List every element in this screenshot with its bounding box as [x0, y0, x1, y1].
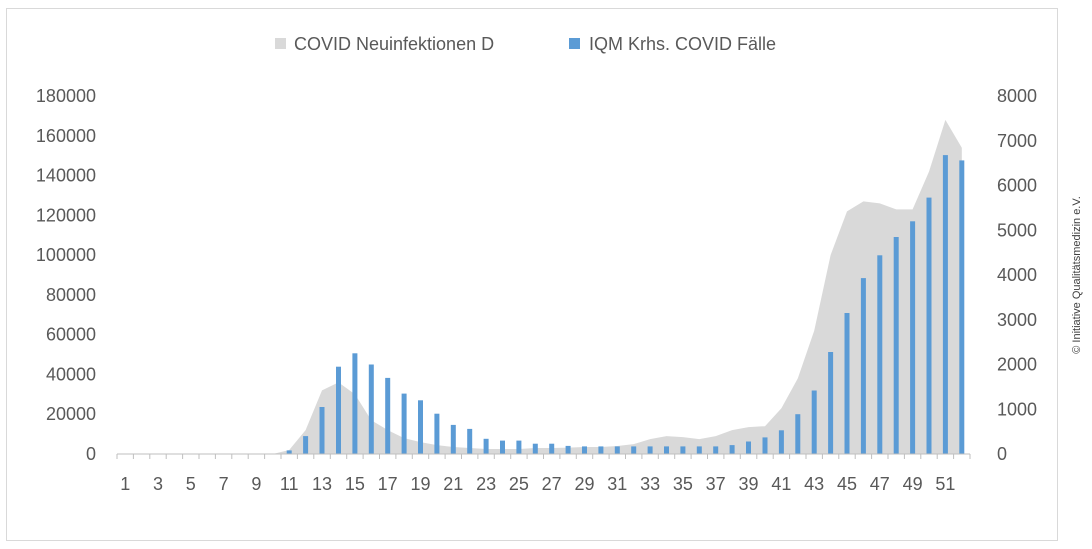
x-tick-label: 9	[251, 474, 261, 494]
bar-week-12	[303, 436, 309, 454]
copyright-note: © Initiative Qualitätsmedizin e.V.	[1071, 196, 1083, 354]
y-right-tick-label: 6000	[997, 176, 1037, 196]
bar-week-35	[680, 446, 686, 454]
y-right-tick-label: 7000	[997, 131, 1037, 151]
bar-week-45	[844, 313, 850, 454]
y-left-tick-label: 180000	[36, 86, 96, 106]
bar-week-17	[385, 377, 391, 454]
x-tick-label: 17	[378, 474, 398, 494]
x-tick-label: 13	[312, 474, 332, 494]
bar-week-20	[434, 413, 440, 454]
bar-week-42	[795, 414, 801, 454]
x-tick-label: 3	[153, 474, 163, 494]
y-right-tick-label: 3000	[997, 310, 1037, 330]
y-right-tick-label: 1000	[997, 399, 1037, 419]
bar-week-22	[467, 428, 473, 454]
bar-week-31	[614, 446, 620, 454]
bar-week-16	[368, 364, 374, 454]
x-tick-label: 15	[345, 474, 365, 494]
y-left-tick-label: 120000	[36, 205, 96, 225]
legend-label-neuinfektionen: COVID Neuinfektionen D	[294, 34, 494, 54]
x-tick-label: 49	[903, 474, 923, 494]
x-tick-label: 21	[443, 474, 463, 494]
bar-week-49	[910, 221, 916, 454]
bar-week-13	[319, 407, 325, 454]
bar-week-34	[664, 446, 669, 454]
bar-week-43	[811, 390, 817, 454]
x-tick-label: 45	[837, 474, 857, 494]
bar-week-29	[582, 446, 587, 454]
x-tick-label: 29	[574, 474, 594, 494]
bar-week-46	[860, 278, 866, 454]
y-right-tick-label: 0	[997, 444, 1007, 464]
y-right-tick-label: 4000	[997, 265, 1037, 285]
x-tick-label: 25	[509, 474, 529, 494]
bar-week-26	[532, 443, 538, 454]
bar-week-38	[729, 445, 735, 454]
legend-swatch-krhs-faelle	[569, 38, 580, 49]
area-series-neuinfektionen	[125, 119, 962, 455]
x-tick-label: 39	[738, 474, 758, 494]
bar-week-19	[418, 400, 423, 454]
bar-week-23	[483, 438, 489, 454]
x-tick-label: 37	[706, 474, 726, 494]
x-tick-label: 35	[673, 474, 693, 494]
x-tick-label: 31	[607, 474, 627, 494]
x-tick-label: 5	[186, 474, 196, 494]
y-left-tick-label: 0	[86, 444, 96, 464]
x-tick-label: 23	[476, 474, 496, 494]
y-left-tick-label: 140000	[36, 166, 96, 186]
bar-week-33	[647, 446, 653, 454]
bar-week-11	[286, 450, 292, 454]
bar-week-27	[549, 443, 555, 454]
bar-week-30	[598, 446, 604, 454]
x-tick-label: 47	[870, 474, 890, 494]
x-tick-label: 51	[935, 474, 955, 494]
bar-week-25	[516, 440, 522, 454]
bar-week-18	[401, 393, 407, 454]
x-tick-label: 7	[219, 474, 229, 494]
y-left-tick-label: 160000	[36, 126, 96, 146]
bar-week-36	[696, 446, 702, 454]
bar-week-32	[631, 446, 637, 454]
y-right-tick-label: 5000	[997, 220, 1037, 240]
bar-week-40	[762, 437, 768, 454]
bar-week-47	[877, 255, 883, 454]
y-left-tick-label: 20000	[46, 404, 96, 424]
bar-week-50	[926, 197, 932, 454]
x-tick-label: 33	[640, 474, 660, 494]
x-tick-label: 27	[542, 474, 562, 494]
y-right-tick-label: 8000	[997, 86, 1037, 106]
y-left-tick-label: 60000	[46, 325, 96, 345]
bar-week-48	[893, 237, 899, 454]
legend-swatch-neuinfektionen	[275, 38, 286, 49]
bar-week-28	[565, 445, 571, 454]
bar-week-21	[450, 424, 456, 454]
y-right-tick-label: 2000	[997, 355, 1037, 375]
x-tick-label: 43	[804, 474, 824, 494]
x-tick-label: 1	[120, 474, 130, 494]
bar-week-41	[778, 430, 784, 454]
y-left-tick-label: 80000	[46, 285, 96, 305]
bar-week-51	[942, 155, 948, 454]
bar-week-24	[500, 440, 505, 454]
bar-week-15	[352, 353, 358, 454]
x-tick-label: 11	[280, 474, 299, 494]
bar-week-37	[713, 446, 719, 454]
y-left-tick-label: 100000	[36, 245, 96, 265]
bar-week-52	[959, 160, 965, 454]
x-tick-label: 41	[771, 474, 791, 494]
y-left-tick-label: 40000	[46, 364, 96, 384]
x-tick-label: 19	[410, 474, 430, 494]
bar-week-44	[828, 352, 834, 454]
legend-label-krhs-faelle: IQM Krhs. COVID Fälle	[589, 34, 776, 54]
bar-week-14	[336, 366, 341, 454]
bar-week-39	[746, 441, 751, 454]
